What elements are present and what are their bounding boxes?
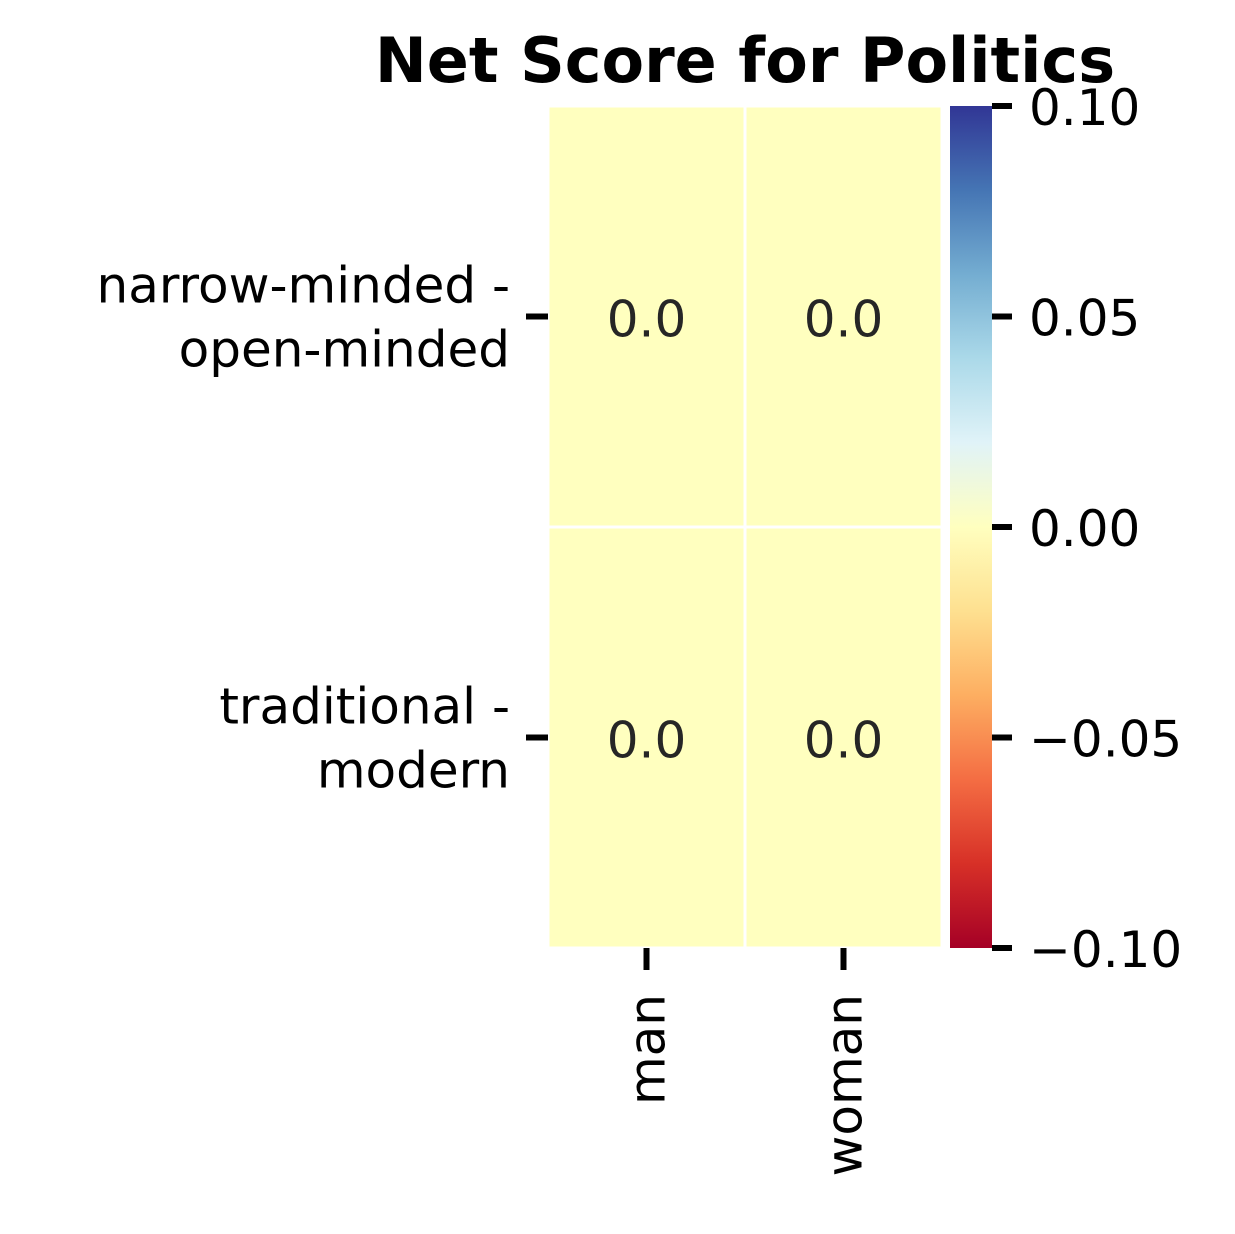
colorbar-tick-label: 0.00	[1029, 500, 1140, 558]
heatmap-cell	[546, 525, 747, 950]
heatmap-cell	[743, 104, 944, 529]
colorbar-tick-label: −0.10	[1029, 921, 1182, 979]
colorbar: 0.10 0.05 0.00 −0.05 −0.10	[950, 79, 1182, 979]
column-label: woman	[816, 994, 874, 1177]
colorbar-gradient	[950, 106, 992, 948]
heatmap-cell	[546, 104, 747, 529]
colorbar-tick-label: −0.05	[1029, 711, 1182, 769]
colorbar-tick-label: 0.05	[1029, 290, 1140, 348]
row-label: open-minded	[179, 321, 510, 379]
heatmap-cell	[743, 525, 944, 950]
heatmap-cells: 0.0 0.0 0.0 0.0	[546, 104, 944, 950]
row-labels: narrow-minded - open-minded traditional - m…	[97, 257, 548, 800]
row-label: traditional -	[219, 678, 510, 736]
column-label: man	[619, 994, 677, 1105]
cell-value-label: 0.0	[804, 291, 884, 349]
column-labels: man woman	[619, 948, 874, 1177]
colorbar-tick-label: 0.10	[1029, 79, 1140, 137]
cell-value-label: 0.0	[607, 291, 687, 349]
chart-title: Net Score for Politics	[375, 24, 1115, 97]
row-label: narrow-minded -	[97, 257, 510, 315]
cell-value-label: 0.0	[607, 712, 687, 770]
row-label: modern	[317, 742, 510, 800]
cell-value-label: 0.0	[804, 712, 884, 770]
